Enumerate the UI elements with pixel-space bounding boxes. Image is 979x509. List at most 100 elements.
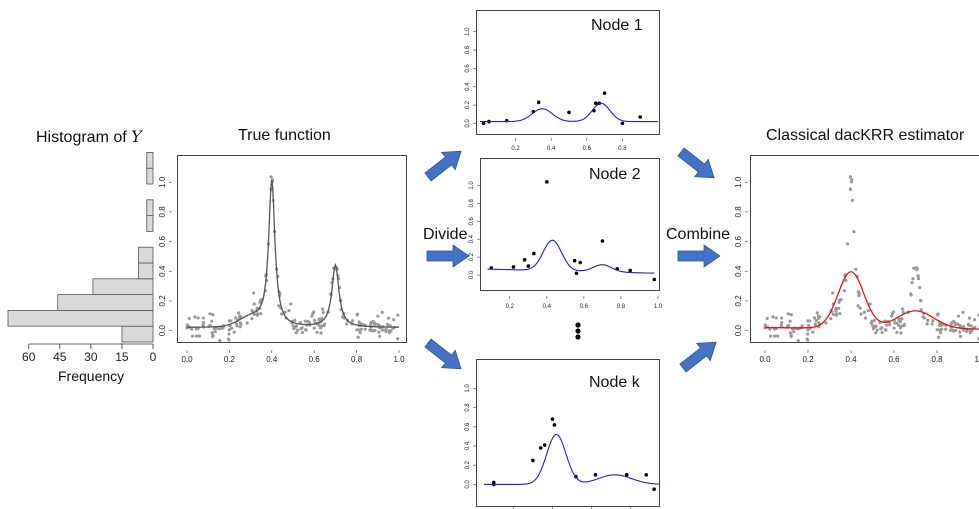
true-function-point bbox=[355, 328, 359, 332]
estimator-point bbox=[951, 329, 955, 333]
estimator-point bbox=[875, 328, 879, 332]
node2-y-tick-label: 0.6 bbox=[469, 216, 475, 225]
estimator-point bbox=[912, 266, 916, 270]
node2-point bbox=[545, 180, 549, 184]
node1-point bbox=[620, 121, 625, 126]
node2-point bbox=[522, 258, 527, 262]
estimator-point bbox=[956, 314, 961, 318]
estimator-point bbox=[771, 315, 775, 319]
node2-point bbox=[652, 277, 657, 282]
estimator-point bbox=[967, 316, 972, 320]
node1-y-tick-label: 0.0 bbox=[465, 119, 471, 128]
true-function-point bbox=[392, 318, 396, 322]
estimator-point bbox=[850, 198, 855, 203]
node2-point bbox=[511, 265, 516, 269]
true-function-point bbox=[213, 329, 217, 334]
node1-x-tick-label: 0.2 bbox=[511, 146, 520, 152]
node2-y-tick-label: 0.2 bbox=[469, 252, 475, 261]
true-function-point bbox=[252, 312, 257, 317]
true-function-point bbox=[363, 327, 367, 331]
node2-y-tick-label: 1.0 bbox=[469, 181, 475, 190]
estimator-point bbox=[807, 319, 812, 323]
estimator-point bbox=[925, 322, 929, 326]
true-function-point bbox=[368, 328, 372, 332]
estimator-point bbox=[774, 316, 778, 320]
true-function-point bbox=[277, 304, 281, 308]
node1-point bbox=[567, 110, 571, 115]
true-function-x-tick-label: 0.4 bbox=[266, 355, 278, 364]
node2-y-tick-label: 0.8 bbox=[469, 199, 475, 208]
true-function-point bbox=[321, 310, 325, 315]
true-function-point bbox=[369, 321, 373, 325]
estimator-point bbox=[824, 321, 828, 325]
true-function-point bbox=[387, 316, 391, 320]
estimator-point bbox=[772, 334, 777, 338]
nodek-title: Node k bbox=[589, 374, 640, 391]
node2-y-tick-label: 0.4 bbox=[469, 234, 475, 243]
true-function-point bbox=[211, 313, 215, 317]
true-function-point bbox=[259, 311, 263, 316]
true-function-point bbox=[341, 315, 345, 319]
combine-arrow-down bbox=[673, 142, 722, 188]
estimator-point bbox=[921, 315, 925, 319]
estimator-point bbox=[962, 324, 966, 329]
nodek-y-tick-label: 0.8 bbox=[465, 403, 471, 412]
estimator-point bbox=[854, 267, 858, 271]
estimator-point bbox=[779, 316, 784, 320]
true-function-point bbox=[310, 314, 314, 318]
true-function-point bbox=[299, 327, 303, 331]
true-function-point bbox=[194, 327, 199, 331]
estimator-y-tick-label: 1.0 bbox=[734, 176, 743, 188]
estimator-point bbox=[829, 317, 833, 321]
estimator-point bbox=[845, 242, 850, 246]
true-function-point bbox=[239, 315, 243, 319]
histogram-tick-label: 0 bbox=[150, 350, 157, 364]
true-function-point bbox=[357, 328, 361, 332]
histogram-bar bbox=[146, 199, 154, 217]
true-function-point bbox=[201, 320, 206, 325]
true-function-point bbox=[312, 326, 316, 330]
node2-point bbox=[578, 260, 582, 265]
nodek-y-tick-label: 0.0 bbox=[465, 480, 471, 489]
estimator-point bbox=[805, 332, 810, 336]
histogram-tick-label: 45 bbox=[53, 350, 67, 364]
true-function-x-tick-label: 0.6 bbox=[309, 355, 321, 364]
estimator-point bbox=[785, 324, 789, 328]
nodek-point bbox=[542, 443, 547, 447]
estimator-point bbox=[973, 325, 977, 330]
estimator-point bbox=[936, 335, 941, 339]
estimator-point bbox=[931, 319, 935, 323]
histogram-bar bbox=[138, 246, 154, 264]
true-function-point bbox=[372, 321, 377, 325]
estimator-point bbox=[811, 330, 815, 334]
estimator-x-tick-label: 1.0 bbox=[974, 355, 979, 364]
true-function-curve bbox=[187, 180, 399, 328]
node2-title: Node 2 bbox=[589, 166, 641, 183]
true-function-point bbox=[386, 323, 390, 327]
node1-y-tick-label: 1.0 bbox=[465, 27, 471, 36]
true-function-point bbox=[194, 334, 199, 338]
true-function-point bbox=[210, 319, 214, 323]
estimator-point bbox=[916, 274, 920, 278]
estimator-point bbox=[779, 323, 783, 327]
estimator-point bbox=[856, 304, 860, 308]
true-function-point bbox=[208, 312, 212, 316]
estimator-point bbox=[788, 331, 793, 335]
estimator-point bbox=[949, 321, 953, 325]
true-function-point bbox=[235, 324, 239, 328]
true-function-point bbox=[245, 321, 249, 325]
estimator-point bbox=[834, 313, 839, 317]
true-function-point bbox=[269, 175, 273, 179]
true-function-point bbox=[287, 308, 291, 313]
true-function-point bbox=[232, 330, 236, 334]
true-function-point bbox=[201, 323, 205, 327]
estimator-point bbox=[871, 327, 875, 331]
true-function-y-tick-label: 1.0 bbox=[158, 176, 167, 188]
true-function-point bbox=[376, 314, 380, 318]
estimator-point bbox=[935, 313, 940, 317]
true-function-point bbox=[293, 318, 297, 322]
estimator-point bbox=[970, 329, 974, 333]
true-function-point bbox=[300, 330, 305, 335]
